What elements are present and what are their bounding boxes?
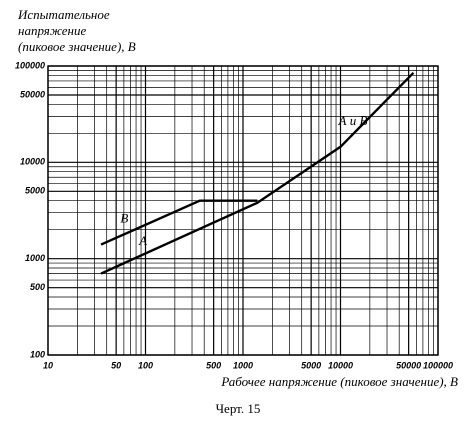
plot-frame (47, 65, 439, 356)
y-tick-label: 1000 (25, 253, 45, 263)
y-tick-label: 500 (30, 282, 45, 292)
x-label: Рабочее напряжение (пиковое значение), В (220, 374, 458, 389)
x-tick-label: 100000 (423, 360, 453, 370)
x-tick-label: 500 (206, 360, 221, 370)
x-tick-label: 10 (43, 360, 53, 370)
y-tick-label: 100000 (15, 60, 45, 70)
y-tick-label: 5000 (25, 186, 45, 196)
x-tick-label: 5000 (301, 360, 321, 370)
y-label: напряжение (18, 23, 86, 38)
x-tick-label: 100 (138, 360, 153, 370)
series-line (100, 199, 258, 246)
x-tick-label: 50000 (396, 360, 421, 370)
y-label: (пиковое значение), В (18, 39, 136, 54)
annotation: А и В (338, 113, 368, 128)
x-tick-label: 10000 (328, 360, 353, 370)
series-label: В (120, 211, 128, 226)
x-tick-label: 1000 (233, 360, 253, 370)
y-tick-label: 50000 (20, 89, 45, 99)
caption: Черт. 15 (216, 401, 261, 416)
y-tick-label: 100 (30, 349, 45, 359)
series-line (100, 71, 415, 275)
y-tick-label: 10000 (20, 157, 45, 167)
y-label: Испытательное (17, 7, 110, 22)
series-label: А (138, 233, 147, 248)
x-tick-label: 50 (111, 360, 121, 370)
